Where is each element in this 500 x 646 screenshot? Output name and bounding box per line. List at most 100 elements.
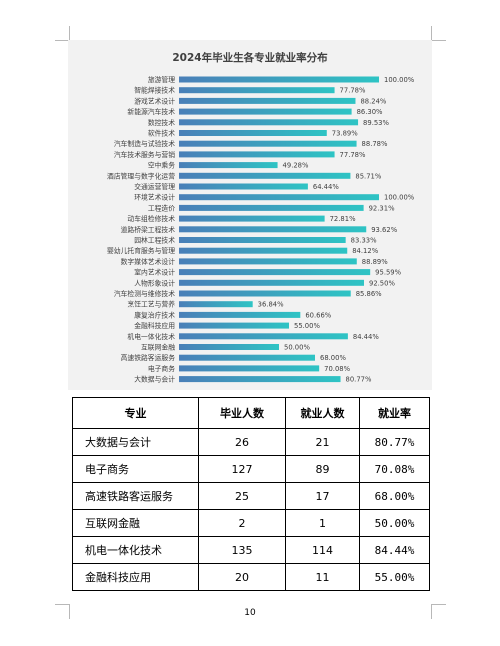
- cell-employed: 11: [285, 563, 360, 591]
- cell-graduates: 26: [198, 428, 286, 456]
- category-label: 智能焊接技术: [134, 86, 175, 95]
- cell-major: 互联网金融: [72, 509, 199, 537]
- bar: [179, 204, 364, 211]
- cell-graduates: 25: [198, 482, 286, 510]
- bar: [179, 290, 351, 297]
- bar: [179, 344, 279, 350]
- cell-graduates: 2: [198, 509, 286, 537]
- cell-rate: 70.08%: [359, 455, 430, 483]
- category-label: 康复治疗技术: [134, 310, 175, 319]
- bar: [179, 215, 325, 222]
- bar: [179, 151, 335, 158]
- category-label: 酒店管理与数字化运营: [107, 171, 175, 180]
- crop-mark-top-left: [55, 26, 70, 41]
- data-label: 80.77%: [346, 376, 372, 384]
- bar: [179, 301, 253, 308]
- cell-employed: 114: [285, 536, 360, 564]
- bar: [179, 226, 367, 233]
- category-label: 交通运营管理: [134, 182, 175, 191]
- category-label: 空中乘务: [148, 161, 175, 170]
- table-row: 金融科技应用 20 11 55.00%: [72, 563, 430, 591]
- cell-rate: 84.44%: [359, 536, 430, 564]
- bar: [179, 258, 357, 265]
- cell-major: 高速铁路客运服务: [72, 482, 199, 510]
- cell-major: 大数据与会计: [72, 428, 199, 456]
- bar: [179, 269, 371, 276]
- bar: [179, 376, 341, 383]
- data-label: 77.78%: [340, 151, 366, 159]
- category-label: 汽车技术服务与营销: [114, 150, 175, 159]
- cell-major: 电子商务: [72, 455, 199, 483]
- category-label: 环境艺术设计: [134, 193, 175, 202]
- category-label: 旅游管理: [148, 75, 175, 84]
- cell-employed: 89: [285, 455, 360, 483]
- category-label: 大数据与会计: [134, 375, 175, 384]
- table-row: 高速铁路客运服务 25 17 68.00%: [72, 482, 430, 510]
- data-label: 50.00%: [284, 344, 310, 352]
- crop-mark-top-right: [431, 26, 446, 41]
- cell-employed: 21: [285, 428, 360, 456]
- cell-rate: 55.00%: [359, 563, 430, 591]
- category-label: 人物形象设计: [134, 278, 175, 287]
- crop-mark-bottom-right: [431, 604, 446, 619]
- data-label: 55.00%: [294, 322, 320, 330]
- data-label: 49.28%: [283, 162, 309, 170]
- data-label: 88.89%: [362, 258, 388, 266]
- data-label: 100.00%: [384, 194, 415, 202]
- data-label: 70.08%: [324, 365, 350, 373]
- bar: [179, 172, 351, 179]
- category-label: 烹饪工艺与营养: [127, 300, 175, 309]
- bar: [179, 365, 320, 372]
- employment-data-table: 专业 毕业人数 就业人数 就业率 大数据与会计 26 21 80.77% 电子商…: [72, 397, 430, 591]
- data-label: 68.00%: [320, 354, 346, 362]
- cell-employed: 17: [285, 482, 360, 510]
- bar: [179, 333, 348, 340]
- bar: [179, 322, 289, 329]
- header-employed: 就业人数: [285, 397, 360, 429]
- category-label: 游戏艺术设计: [134, 96, 175, 105]
- bar: [179, 279, 364, 286]
- category-label: 工程造价: [148, 203, 175, 212]
- bar: [179, 87, 335, 94]
- bar: [179, 237, 346, 243]
- bar: [179, 354, 315, 361]
- category-label: 互联网金融: [141, 343, 175, 352]
- cell-employed: 1: [285, 509, 360, 537]
- cell-rate: 50.00%: [359, 509, 430, 537]
- data-label: 72.81%: [330, 215, 356, 223]
- cell-rate: 80.77%: [359, 428, 430, 456]
- cell-major: 金融科技应用: [72, 563, 199, 591]
- bar: [179, 183, 308, 190]
- page-number: 10: [244, 608, 256, 618]
- chart-panel: 2024年毕业生各专业就业率分布 旅游管理 100.00% 智能焊接技术 77.78%…: [68, 40, 432, 390]
- data-label: 95.59%: [375, 269, 401, 277]
- data-label: 85.71%: [355, 172, 381, 180]
- bar: [179, 97, 356, 104]
- bar: [179, 76, 379, 83]
- crop-mark-bottom-left: [55, 604, 70, 619]
- category-label: 数字媒体艺术设计: [121, 257, 176, 266]
- cell-graduates: 135: [198, 536, 286, 564]
- bar: [179, 162, 278, 169]
- bar: [179, 311, 301, 318]
- bar: [179, 108, 352, 115]
- bar: [179, 247, 348, 254]
- data-label: 73.89%: [332, 130, 358, 138]
- data-label: 60.66%: [305, 311, 331, 319]
- category-label: 软件技术: [148, 129, 175, 138]
- data-label: 88.24%: [360, 97, 386, 105]
- data-label: 86.30%: [357, 108, 383, 116]
- cell-graduates: 127: [198, 455, 286, 483]
- data-label: 84.12%: [352, 247, 378, 255]
- bar: [179, 194, 379, 201]
- cell-graduates: 20: [198, 563, 286, 591]
- bar: [179, 130, 327, 136]
- category-label: 园林工程技术: [134, 236, 175, 245]
- data-label: 89.53%: [363, 119, 389, 127]
- table-row: 互联网金融 2 1 50.00%: [72, 509, 430, 537]
- table-row: 电子商务 127 89 70.08%: [72, 455, 430, 483]
- cell-major: 机电一体化技术: [72, 536, 199, 564]
- table-row: 机电一体化技术 135 114 84.44%: [72, 536, 430, 564]
- data-label: 92.50%: [369, 279, 395, 287]
- chart-title: 2024年毕业生各专业就业率分布: [172, 51, 328, 64]
